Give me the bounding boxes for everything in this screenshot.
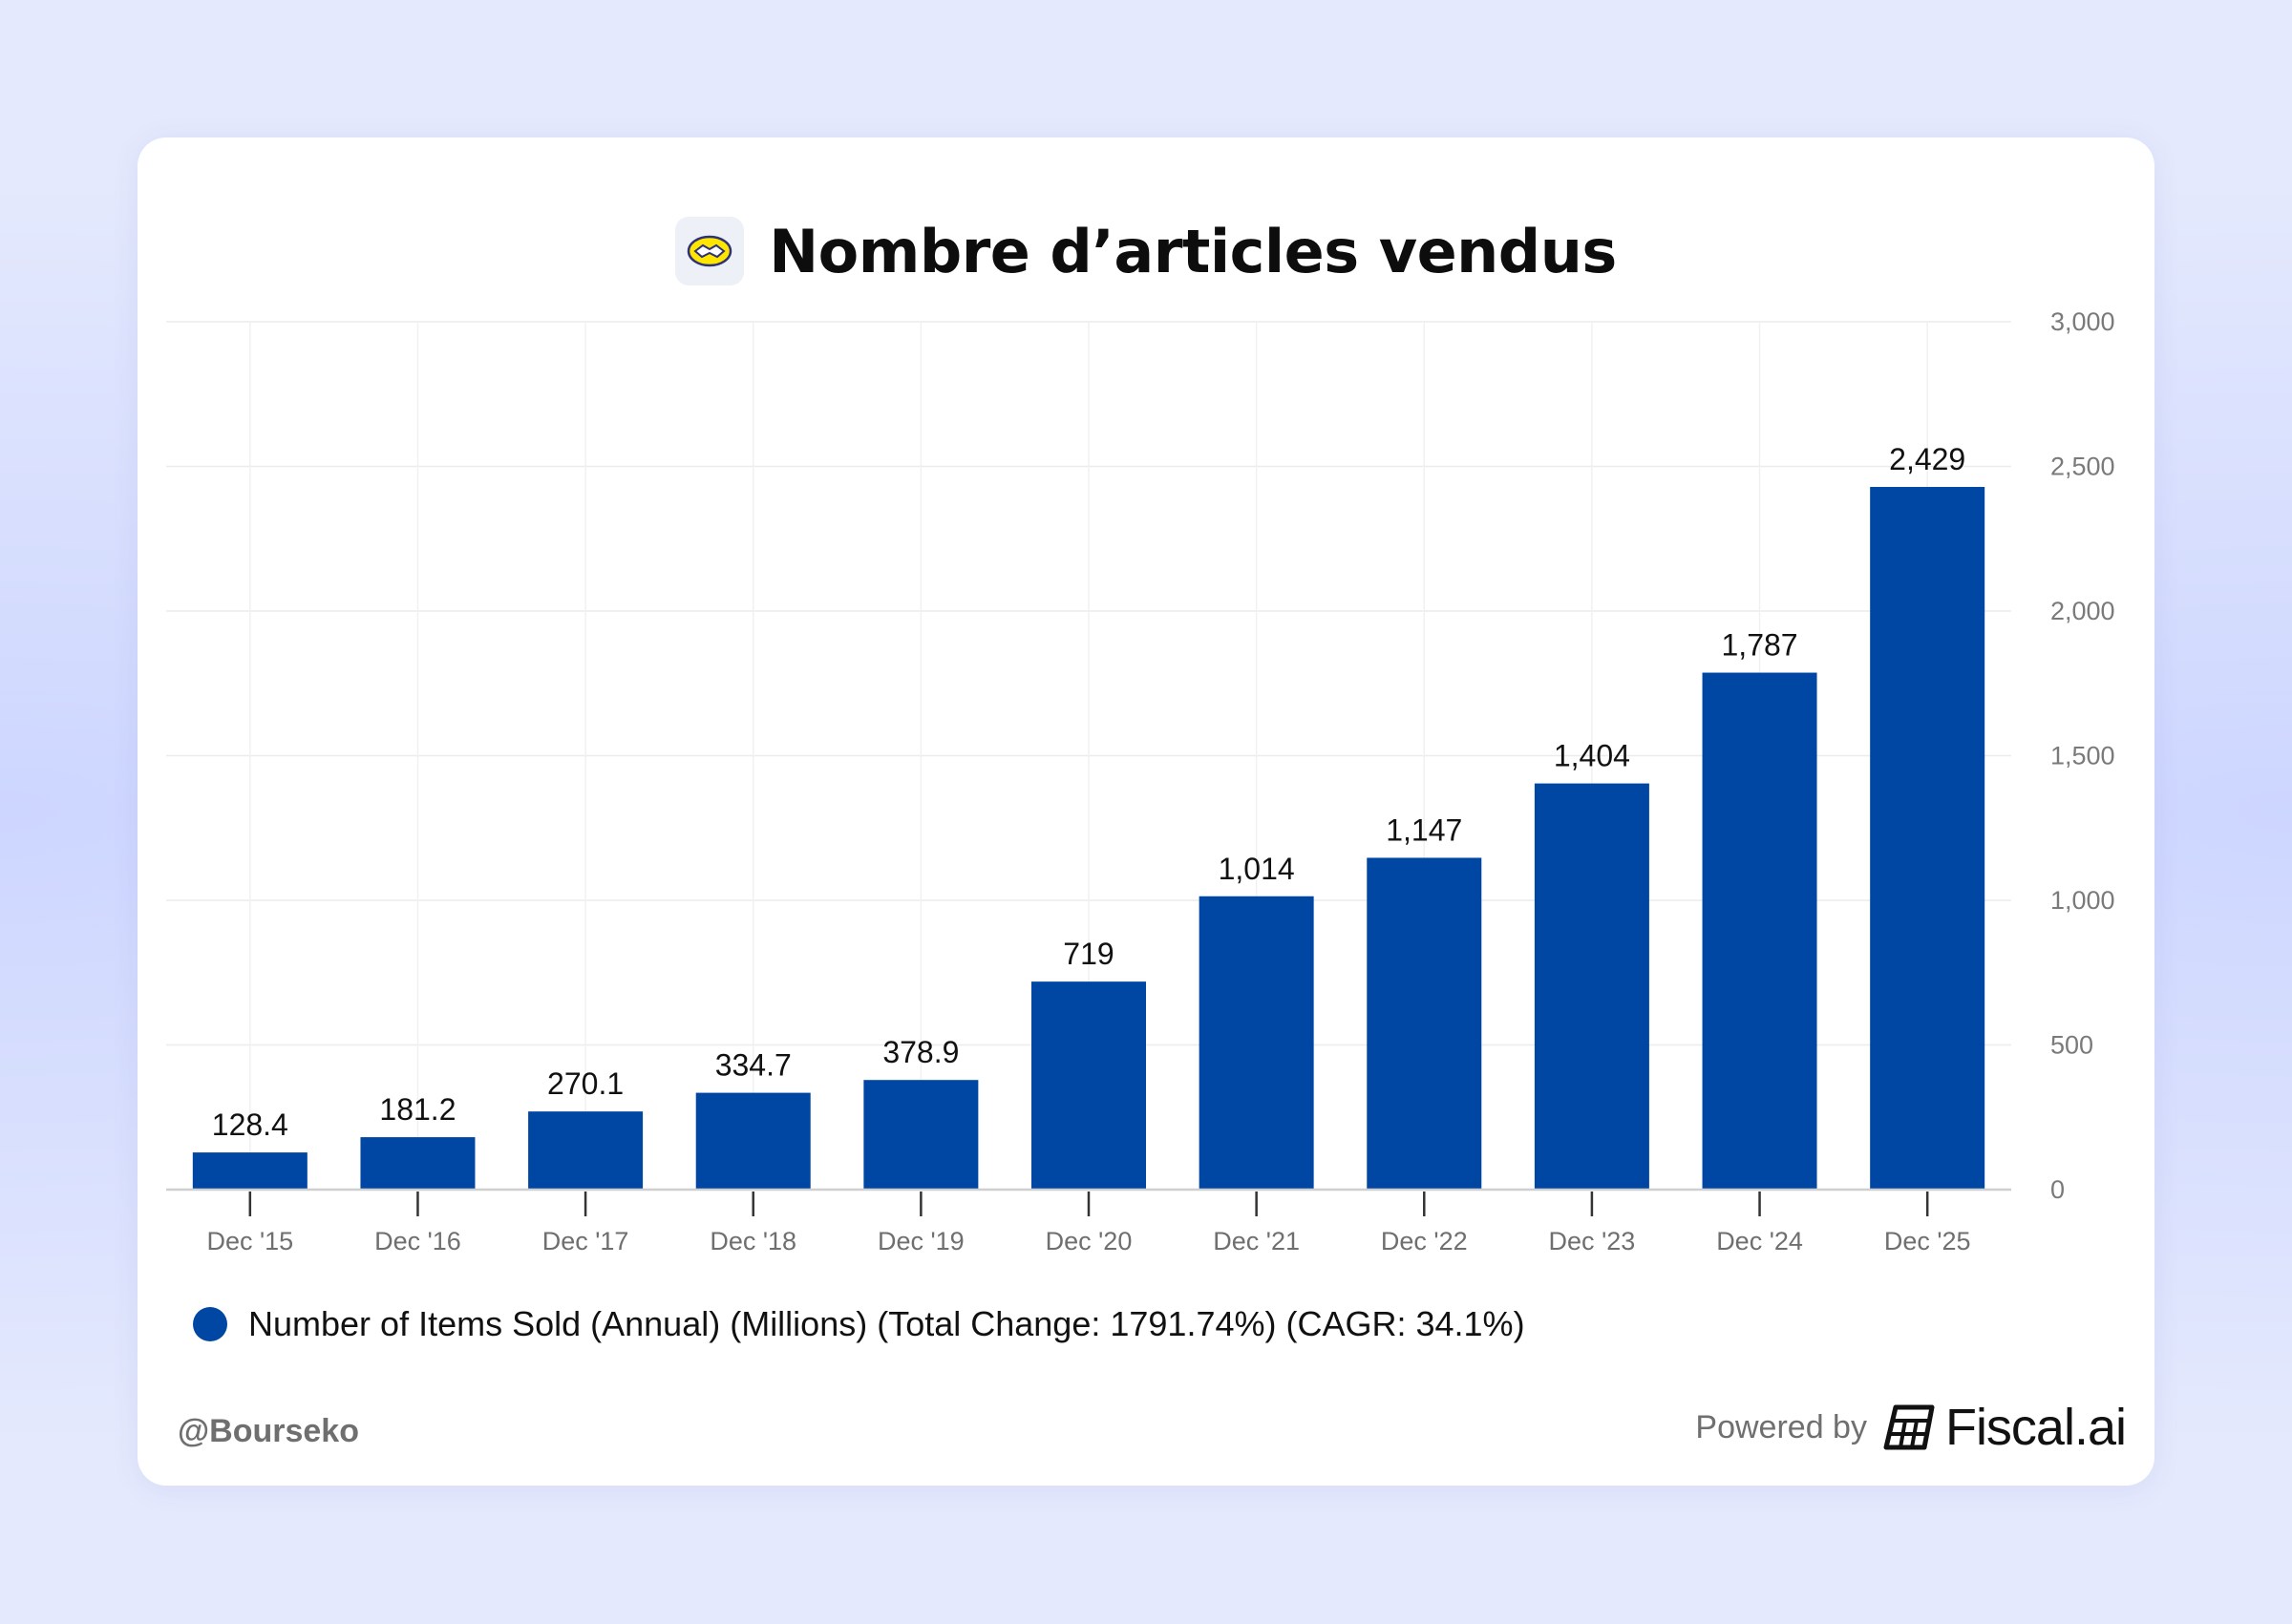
bar bbox=[1031, 981, 1146, 1190]
x-tick-label: Dec '22 bbox=[1381, 1227, 1468, 1255]
chart-header: Nombre d’articles vendus bbox=[138, 193, 2154, 309]
data-label: 1,404 bbox=[1554, 739, 1630, 773]
bar bbox=[1534, 783, 1649, 1190]
author-handle: @Bourseko bbox=[178, 1413, 359, 1449]
x-tick-label: Dec '23 bbox=[1549, 1227, 1636, 1255]
legend-series-label: Number of Items Sold (Annual) (Millions)… bbox=[248, 1304, 1525, 1343]
data-label: 719 bbox=[1063, 937, 1114, 971]
bar bbox=[695, 1092, 811, 1190]
data-label: 1,787 bbox=[1722, 628, 1798, 663]
x-tick-label: Dec '16 bbox=[374, 1227, 461, 1255]
bar bbox=[192, 1152, 308, 1190]
data-label: 270.1 bbox=[547, 1066, 624, 1101]
x-tick-label: Dec '21 bbox=[1213, 1227, 1300, 1255]
data-label: 334.7 bbox=[715, 1048, 792, 1083]
legend-series-marker bbox=[193, 1307, 227, 1341]
y-tick-label: 500 bbox=[2050, 1031, 2093, 1060]
brand-name: Fiscal.ai bbox=[1944, 1399, 2127, 1456]
bar bbox=[1367, 857, 1482, 1190]
handshake-logo-icon bbox=[675, 217, 745, 285]
y-tick-label: 0 bbox=[2050, 1175, 2065, 1204]
x-tick-label: Dec '19 bbox=[878, 1227, 965, 1255]
brand[interactable]: Fiscal.ai bbox=[1882, 1398, 2127, 1457]
chart-legend[interactable]: Number of Items Sold (Annual) (Millions)… bbox=[193, 1304, 1525, 1344]
powered-by-label: Powered by bbox=[1695, 1408, 1867, 1445]
bar-chart: 0 500 1,000 1,500 2,000 2,500 3,000 128.4 181.2 2… bbox=[166, 307, 2115, 1255]
data-label: 378.9 bbox=[882, 1035, 959, 1069]
data-label: 1,147 bbox=[1386, 812, 1462, 847]
y-tick-label: 1,000 bbox=[2050, 886, 2115, 915]
y-tick-label: 1,500 bbox=[2050, 742, 2115, 770]
data-label: 2,429 bbox=[1889, 442, 1965, 476]
bar bbox=[1702, 672, 1817, 1190]
bar bbox=[528, 1111, 644, 1190]
x-tick-label: Dec '15 bbox=[206, 1227, 293, 1255]
bar bbox=[1199, 896, 1314, 1190]
bar bbox=[360, 1137, 476, 1190]
x-tick-label: Dec '18 bbox=[710, 1227, 796, 1255]
x-tick-label: Dec '25 bbox=[1884, 1227, 1971, 1255]
y-tick-label: 2,500 bbox=[2050, 453, 2115, 481]
x-tick-label: Dec '17 bbox=[542, 1227, 629, 1255]
bar bbox=[863, 1080, 979, 1190]
data-label: 1,014 bbox=[1219, 852, 1295, 886]
bar bbox=[1870, 487, 1985, 1190]
data-label: 128.4 bbox=[212, 1107, 288, 1142]
fiscal-ai-logo-icon bbox=[1883, 1404, 1935, 1450]
x-tick-label: Dec '20 bbox=[1046, 1227, 1133, 1255]
chart-title: Nombre d’articles vendus bbox=[769, 216, 1617, 286]
chart-card: Nombre d’articles vendus 0 500 1,000 1,500 2… bbox=[138, 137, 2154, 1486]
x-tick-label: Dec '24 bbox=[1716, 1227, 1803, 1255]
data-label: 181.2 bbox=[379, 1092, 456, 1127]
powered-by: Powered by Fiscal.ai bbox=[1695, 1398, 2127, 1457]
y-tick-label: 2,000 bbox=[2050, 597, 2115, 625]
y-tick-label: 3,000 bbox=[2050, 307, 2115, 336]
